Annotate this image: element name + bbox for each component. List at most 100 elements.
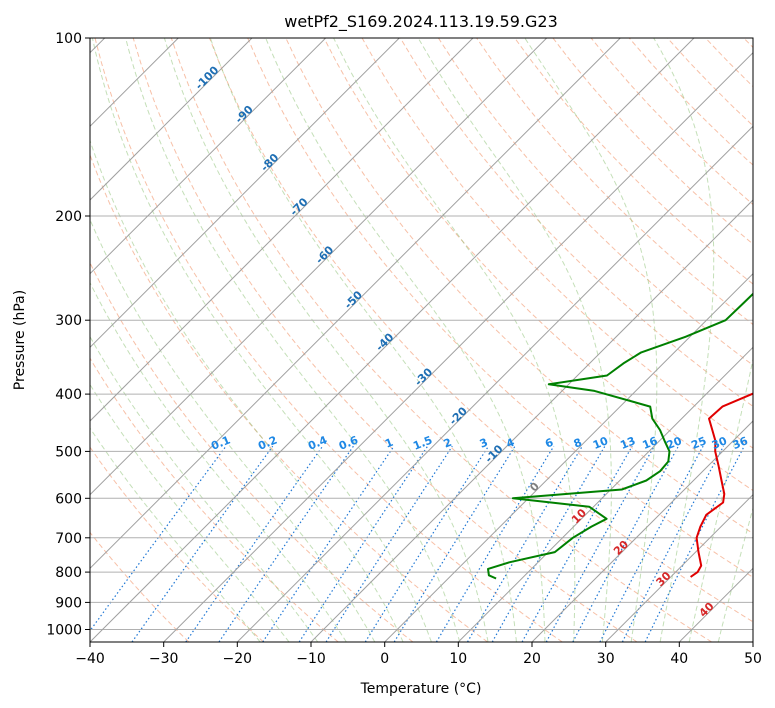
moist-adiabat-line (688, 356, 753, 642)
moist-adiabat-line (90, 281, 347, 642)
dry-adiabat-line (94, 38, 563, 642)
dry-adiabat-line (514, 38, 753, 285)
y-tick-label: 100 (55, 31, 82, 47)
x-tick-label: 0 (380, 651, 389, 667)
moist-adiabat-line (209, 38, 517, 642)
dewpoint-profile-line (487, 292, 753, 580)
dry-adiabat-line (90, 357, 339, 642)
dry-adiabat-line (323, 38, 753, 492)
y-tick-label: 900 (55, 595, 82, 611)
dry-adiabat-line (209, 38, 753, 623)
y-tick-label: 500 (55, 444, 82, 460)
y-tick-label: 400 (55, 387, 82, 403)
x-tick-label: 30 (597, 651, 615, 667)
mixing-ratio-label: 8 (572, 436, 584, 451)
mixing-ratio-line (545, 445, 655, 642)
mixing-ratio-label: 30 (710, 434, 729, 452)
mixing-ratio-label: 25 (689, 434, 708, 452)
isotherm-line (90, 38, 548, 496)
y-axis-ticks: 100 200 300 400 500 600 700 800 900 1000 (46, 31, 90, 639)
mixing-ratio-line (185, 445, 324, 642)
dry-adiabats (90, 38, 753, 642)
dry-adiabat-line (90, 153, 488, 642)
x-tick-label: 10 (449, 651, 467, 667)
moist-adiabat-line (417, 38, 612, 642)
mixing-ratio-label: 3 (478, 436, 490, 451)
mixing-ratio-label: 13 (618, 434, 637, 452)
mixing-ratio-line (218, 445, 354, 642)
chart-title: wetPf2_S169.2024.113.19.59.G23 (284, 12, 558, 32)
mixing-ratio-line (393, 445, 516, 642)
mixing-ratio-label: 2 (442, 436, 454, 451)
mixing-ratio-line (621, 445, 725, 642)
y-tick-label: 600 (55, 491, 82, 507)
mixing-ratio-label: 20 (665, 434, 684, 452)
x-tick-label: −30 (149, 651, 179, 667)
moist-adiabat-line (90, 139, 404, 642)
dry-adiabat-line (399, 38, 753, 408)
mixing-ratio-line (262, 445, 395, 642)
x-axis-ticks: −40 −30 −20 −10 0 10 20 30 40 50 (75, 642, 762, 667)
isotherm-line (90, 38, 474, 422)
moist-adiabat-line (653, 38, 715, 642)
moist-adiabat-line (90, 383, 290, 642)
pressure-gridlines (90, 38, 753, 630)
dry-adiabat-line (132, 38, 638, 642)
y-tick-label: 700 (55, 531, 82, 547)
isotherm-line (605, 493, 753, 642)
y-axis-label: Pressure (hPa) (12, 290, 28, 390)
isotherm-line (90, 38, 621, 570)
x-tick-label: 40 (670, 651, 688, 667)
isotherm-line (90, 38, 253, 201)
dry-adiabat-line (170, 38, 712, 642)
mixing-ratio-label: 36 (731, 434, 750, 452)
moist-adiabat-line (265, 38, 546, 642)
mixing-ratio-line (435, 445, 555, 642)
moist-adiabat-line (524, 38, 658, 642)
x-tick-label: −40 (75, 651, 105, 667)
isotherm-line (90, 38, 327, 275)
dry-adiabat-line (90, 446, 264, 642)
mixing-ratio-line (298, 445, 429, 642)
moist-adiabat-line (125, 38, 461, 642)
plot-frame (89, 37, 754, 643)
mixing-ratio-label: 10 (591, 434, 610, 452)
mixing-ratio-line (364, 445, 490, 642)
y-tick-label: 200 (55, 209, 82, 225)
y-tick-label: 800 (55, 565, 82, 581)
sounding-series (487, 292, 753, 580)
isotherm-line (90, 38, 400, 349)
x-tick-label: 50 (744, 651, 762, 667)
x-tick-label: 20 (523, 651, 541, 667)
dry-adiabat-line (90, 531, 190, 642)
moist-adiabat-line (90, 218, 376, 642)
mixing-ratio-line (644, 445, 745, 642)
mixing-ratio-label: 1 (383, 436, 395, 451)
moist-adiabat-line (90, 427, 261, 642)
mixing-ratio-line (131, 445, 274, 642)
x-tick-label: −20 (223, 651, 253, 667)
x-tick-label: −10 (296, 651, 326, 667)
isotherms (90, 38, 753, 642)
isotherm-line (310, 199, 753, 642)
isotherm-line (90, 38, 695, 642)
isotherm-line (457, 346, 753, 642)
mixing-ratio-line (325, 445, 453, 642)
moist-adiabat-line (163, 38, 489, 642)
dry-adiabat-line (247, 38, 753, 578)
moist-adiabats (90, 38, 753, 642)
isotherm-line (384, 272, 753, 642)
mixing-ratio-label: 16 (640, 434, 659, 452)
temperature-profile-line (690, 392, 753, 578)
y-tick-label: 1000 (46, 623, 82, 639)
moist-adiabat-line (90, 335, 319, 642)
y-tick-label: 300 (55, 313, 82, 329)
moist-adiabat-line (717, 506, 753, 642)
x-axis-label: Temperature (°C) (360, 681, 482, 697)
isotherm-line (236, 125, 753, 642)
isotherm-line (531, 420, 753, 642)
moist-adiabat-line (91, 38, 432, 642)
